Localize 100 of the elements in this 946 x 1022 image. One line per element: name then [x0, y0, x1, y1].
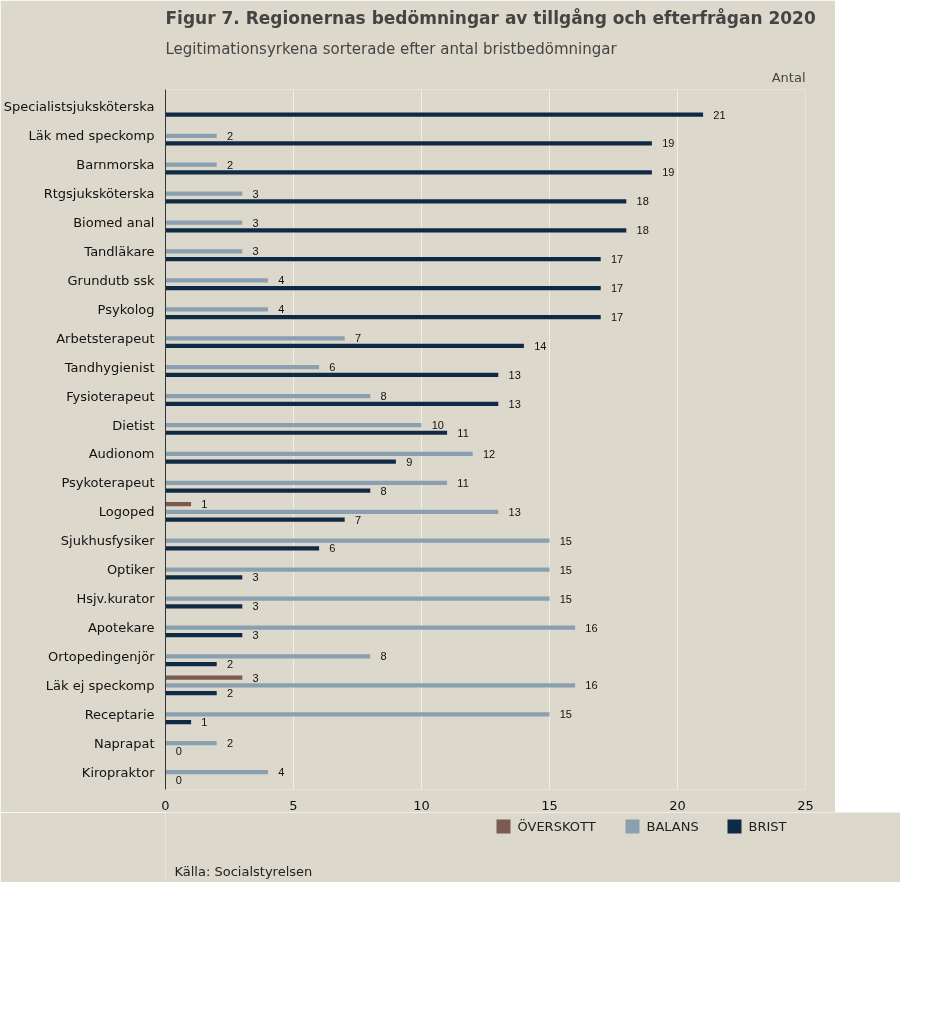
data-label: 2: [226, 687, 234, 700]
bar: [165, 546, 320, 551]
data-label: 18: [636, 195, 649, 208]
y-tick-label: Arbetsterapeut: [56, 330, 155, 346]
data-label: 2: [226, 129, 234, 142]
bar: [165, 336, 345, 341]
x-tick-label: 5: [289, 797, 298, 813]
bar: [165, 249, 243, 254]
bar: [165, 401, 499, 406]
bar: [165, 162, 217, 167]
y-tick-label: Naprapat: [93, 735, 155, 751]
y-tick-label: Sjukhusfysiker: [60, 533, 156, 549]
y-tick-label: Dietist: [112, 417, 155, 433]
data-label: 3: [252, 187, 259, 200]
bar: [165, 141, 652, 146]
bar: [165, 741, 217, 746]
bar: [165, 133, 217, 138]
data-label: 18: [636, 224, 649, 237]
bar: [165, 501, 192, 507]
y-tick-label: Kiropraktor: [81, 764, 156, 780]
x-axis-title: Antal: [771, 69, 806, 85]
bar: [165, 199, 627, 204]
data-label: 0: [175, 773, 182, 786]
bar: [165, 220, 243, 225]
data-label: 8: [380, 650, 387, 663]
bar: [165, 170, 652, 175]
data-label: 17: [610, 311, 624, 324]
y-tick-label: Receptarie: [84, 706, 155, 722]
bar: [165, 112, 704, 117]
data-label: 1: [201, 716, 208, 729]
y-tick-label: Fysioterapeut: [66, 388, 155, 404]
bar: [165, 314, 601, 320]
y-tick-label: Specialistsjuksköterska: [3, 99, 155, 115]
y-tick-label: Psykoterapeut: [61, 475, 155, 491]
bar: [165, 575, 243, 580]
bar: [165, 675, 243, 680]
bar: [165, 307, 268, 312]
data-label: 16: [585, 679, 598, 692]
bar: [165, 430, 448, 435]
data-label: 3: [252, 571, 259, 584]
data-label: 14: [534, 339, 547, 352]
data-label: 12: [482, 447, 496, 460]
data-label: 15: [559, 708, 572, 721]
bar: [165, 517, 345, 522]
bar: [165, 393, 371, 399]
data-label: 17: [610, 282, 624, 295]
data-label: 3: [252, 600, 259, 613]
bar: [165, 633, 243, 638]
data-label: 4: [278, 303, 285, 316]
data-label: 1: [201, 498, 208, 511]
x-tick-label: 20: [669, 797, 686, 813]
y-tick-label: Hsjv.kurator: [76, 591, 156, 607]
legend-label: ÖVERSKOTT: [517, 818, 596, 834]
data-label: 0: [175, 744, 182, 757]
data-label: 15: [559, 592, 572, 605]
bar: [165, 712, 550, 717]
data-label: 4: [278, 274, 285, 287]
data-label: 11: [457, 476, 469, 489]
text: Källa: Socialstyrelsen: [174, 864, 313, 879]
bar: [165, 480, 448, 486]
data-label: 4: [278, 766, 285, 779]
bar: [165, 662, 217, 667]
data-label: 13: [508, 505, 521, 518]
y-tick-label: Psykolog: [97, 301, 155, 317]
legend-label: BRIST: [748, 819, 787, 834]
data-label: 13: [508, 368, 521, 381]
data-label: 15: [559, 534, 572, 547]
bar: [165, 719, 192, 725]
bar: [165, 770, 268, 775]
data-label: 13: [508, 397, 521, 410]
y-tick-label: Barnmorska: [76, 157, 155, 173]
data-label: 2: [226, 158, 234, 171]
data-label: 2: [226, 658, 234, 671]
bar: [165, 567, 550, 572]
bar: [165, 625, 576, 630]
data-label: 3: [252, 216, 259, 229]
x-tick-label: 0: [161, 797, 170, 813]
y-tick-label: Rtgsjuksköterska: [43, 186, 155, 202]
data-label: 11: [457, 426, 469, 439]
chart-subtitle: Legitimationsyrkena sorterade efter antal bristbedömningar: [165, 39, 618, 58]
y-tick-label: Tandhygienist: [63, 359, 155, 375]
y-tick-label: Ortopedingenjör: [48, 648, 156, 664]
data-label: 6: [329, 542, 336, 555]
x-tick-label: 10: [413, 797, 430, 813]
data-label: 8: [380, 484, 387, 497]
y-tick-label: Optiker: [106, 562, 156, 578]
chart-title: Figur 7. Regionernas bedömningar av tillgång och efterfrågan 2020: [165, 6, 816, 28]
bar: [165, 257, 601, 262]
data-label: 8: [380, 390, 387, 403]
data-label: 15: [559, 563, 572, 576]
bar: [165, 278, 268, 283]
y-tick-label: Grundutb ssk: [67, 272, 155, 288]
y-tick-label: Läk ej speckomp: [45, 677, 155, 693]
bar: [165, 191, 243, 196]
bar: [165, 422, 422, 428]
y-tick-label: Audionom: [88, 446, 155, 462]
bar: [165, 365, 320, 370]
x-tick-label: 25: [797, 797, 814, 813]
data-label: 3: [252, 629, 259, 642]
x-tick-label: 15: [541, 797, 558, 813]
